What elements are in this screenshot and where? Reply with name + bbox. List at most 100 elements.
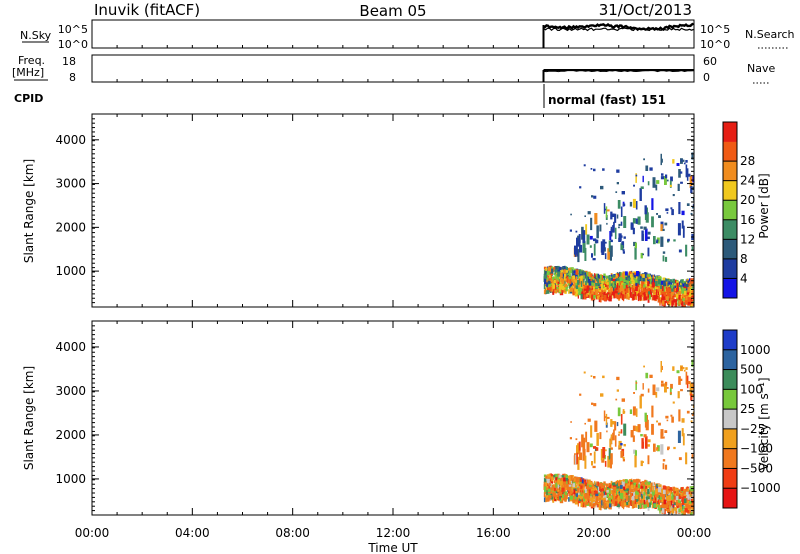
velocity-echo-cell <box>599 497 602 500</box>
velocity-echo-cell <box>622 479 625 482</box>
velocity-echo-dot <box>618 434 620 436</box>
velocity-echo-cell <box>633 491 635 497</box>
velocity-echo-cell <box>674 487 677 491</box>
power-echo-cell <box>630 292 632 297</box>
power-echo-dot <box>583 164 586 167</box>
power-echo-cell <box>597 277 599 283</box>
velocity-echo-streak <box>670 383 673 389</box>
velocity-echo-cell <box>634 499 637 505</box>
velocity-echo-cell <box>577 500 582 504</box>
power-echo-dot <box>683 162 686 165</box>
velocity-echo-cell <box>586 495 589 501</box>
velocity-echo-cell <box>590 481 593 486</box>
velocity-echo-cell <box>622 483 626 490</box>
power-echo-cell <box>555 283 557 287</box>
power-echo-cell <box>587 287 591 293</box>
velocity-echo-cell <box>680 490 682 494</box>
velocity-echo-cell <box>681 496 684 502</box>
power-echo-streak <box>614 213 617 223</box>
velocity-echo-cell <box>665 504 669 508</box>
velocity-echo-cell <box>571 478 575 481</box>
power-echo-streak <box>664 256 668 262</box>
power-echo-cell <box>606 282 609 285</box>
power-echo-cell <box>637 293 640 298</box>
power-echo-cell <box>685 283 689 288</box>
power-echo-dot <box>615 191 618 193</box>
power-echo-cell <box>556 278 559 284</box>
velocity-echo-cell <box>574 491 578 494</box>
colorbar-swatch <box>723 180 737 201</box>
power-echo-cell <box>602 284 605 288</box>
power-echo-cell <box>568 276 572 279</box>
power-echo-streak <box>645 165 649 171</box>
velocity-echo-cell <box>688 501 692 504</box>
velocity-echo-cell <box>692 506 694 509</box>
power-echo-cell <box>642 277 645 281</box>
velocity-echo-cell <box>649 488 652 492</box>
power-echo-cell <box>645 283 648 289</box>
velocity-echo-cell <box>565 494 568 500</box>
power-echo-cell <box>622 271 625 274</box>
power-echo-cell <box>547 266 551 270</box>
power-echo-cell <box>549 274 551 279</box>
velocity-echo-cell <box>550 473 553 479</box>
power-echo-streak <box>677 223 681 236</box>
velocity-echo-streak <box>641 438 644 449</box>
power-echo-cell <box>601 281 604 284</box>
velocity-echo-cell <box>573 476 577 480</box>
power-echo-cell <box>599 278 601 284</box>
power-echo-streak <box>578 244 583 253</box>
velocity-echo-dot <box>611 421 615 425</box>
velocity-echo-streak <box>608 448 611 460</box>
velocity-echo-cell <box>559 484 562 489</box>
velocity-echo-cell <box>622 502 624 508</box>
power-echo-streak <box>614 227 617 239</box>
power-echo-cell <box>598 297 601 303</box>
power-echo-cell <box>631 287 635 293</box>
velocity-echo-cell <box>579 478 582 482</box>
velocity-echo-streak <box>645 419 649 431</box>
velocity-echo-cell <box>563 496 567 501</box>
power-echo-cell <box>660 280 663 285</box>
velocity-echo-cell <box>648 499 650 503</box>
velocity-echo-cell <box>657 504 660 511</box>
velocity-echo-cell <box>657 487 662 493</box>
velocity-echo-cell <box>609 498 611 504</box>
colorbar-tick-label: 12 <box>740 232 755 246</box>
power-echo-dot <box>647 236 650 240</box>
power-echo-cell <box>561 272 563 278</box>
power-echo-cell <box>683 282 687 287</box>
power-echo-cell <box>558 266 562 271</box>
velocity-echo-cell <box>631 495 635 501</box>
power-echo-cell <box>585 274 587 280</box>
velocity-echo-cell <box>577 501 579 507</box>
velocity-echo-cell <box>561 480 563 485</box>
power-echo-cell <box>686 282 688 285</box>
power-echo-cell <box>550 285 554 292</box>
power-echo-cell <box>580 275 584 279</box>
velocity-echo-cell <box>647 499 650 506</box>
power-echo-cell <box>569 279 572 285</box>
velocity-echo-cell <box>590 492 593 497</box>
power-echo-cell <box>643 287 646 292</box>
velocity-echo-cell <box>605 487 608 492</box>
power-echo-streak <box>680 181 683 184</box>
power-echo-cell <box>647 283 649 290</box>
power-echo-cell <box>543 284 546 290</box>
velocity-echo-cell <box>670 500 673 506</box>
power-echo-cell <box>637 295 640 302</box>
power-echo-cell <box>633 283 635 289</box>
power-echo-cell <box>571 276 575 283</box>
velocity-echo-streak <box>672 366 675 371</box>
power-echo-cell <box>658 276 662 281</box>
velocity-echo-streak <box>635 426 638 432</box>
velocity-echo-dot <box>643 434 647 438</box>
velocity-echo-cell <box>593 503 596 507</box>
power-echo-streak <box>681 210 685 216</box>
velocity-echo-cell <box>692 503 694 507</box>
power-echo-cell <box>597 278 601 285</box>
x-tick-label: 00:00 <box>75 526 110 540</box>
velocity-echo-streak <box>665 381 668 386</box>
power-echo-cell <box>626 280 629 284</box>
power-echo-dot <box>623 236 626 239</box>
